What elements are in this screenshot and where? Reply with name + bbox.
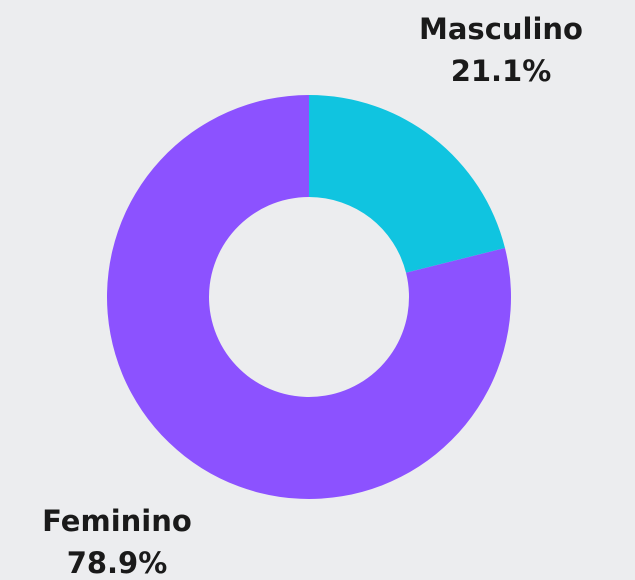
slice-label: Feminino: [42, 504, 192, 538]
slice-value-label: 78.9%: [67, 546, 168, 580]
donut-slice: [106, 95, 511, 499]
slice-value-label: 21.1%: [451, 54, 552, 88]
slice-label: Masculino: [419, 12, 583, 46]
donut-slice: [309, 95, 505, 273]
